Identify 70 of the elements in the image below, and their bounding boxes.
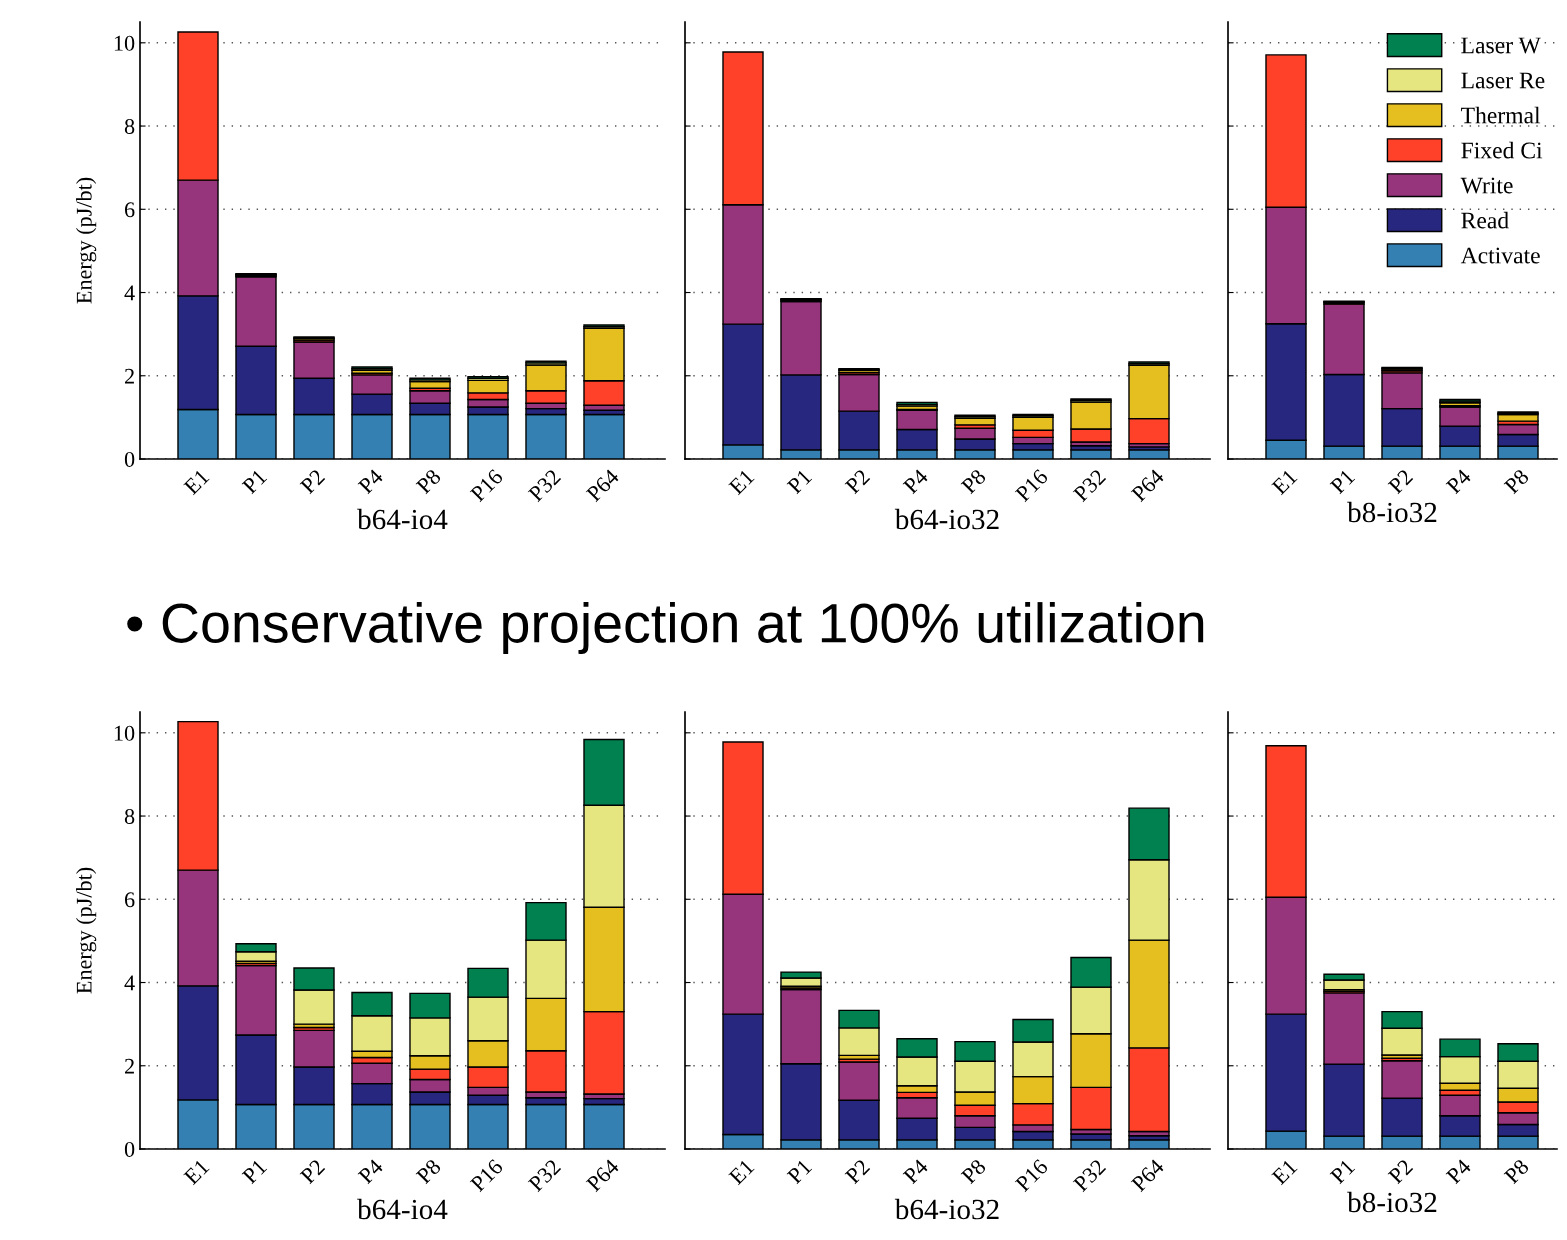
x-tick-label: E1 (1271, 1158, 1298, 1186)
legend-label: Read (1461, 211, 1509, 229)
x-tick-label: E1 (728, 1158, 755, 1186)
legend-label: Fixed Ci (1461, 141, 1543, 159)
x-tick-label: P16 (1014, 468, 1049, 503)
x-tick-label: P16 (469, 468, 504, 503)
x-axis-title: b8-io32 (1347, 501, 1437, 523)
x-tick-label: P4 (1445, 1158, 1472, 1185)
x-tick-label: P8 (415, 468, 442, 495)
x-tick-label: P8 (1503, 468, 1530, 495)
x-axis-title: b64-io32 (894, 508, 999, 530)
x-tick-label: P2 (844, 1158, 871, 1185)
x-tick-label: P32 (1072, 468, 1107, 503)
x-tick-label: P4 (902, 1158, 929, 1185)
x-tick-label: P64 (1130, 468, 1165, 503)
x-tick-label: P2 (844, 468, 871, 495)
x-tick-label: P16 (1014, 1158, 1049, 1193)
x-axis-title: b64-io32 (894, 1198, 999, 1220)
x-tick-label: P4 (357, 468, 384, 495)
x-tick-label: P8 (960, 1158, 987, 1185)
x-tick-label: P64 (1130, 1158, 1165, 1193)
x-axis-title: b64-io4 (357, 1198, 448, 1220)
y-tick-label: 6 (124, 202, 135, 218)
x-tick-label: E1 (183, 468, 210, 496)
x-tick-label: E1 (1271, 468, 1298, 496)
y-tick-label: 0 (124, 451, 135, 467)
x-tick-label: P8 (960, 468, 987, 495)
x-axis-title: b8-io32 (1347, 1191, 1437, 1213)
x-axis-title: b64-io4 (357, 508, 448, 530)
y-tick-label: 2 (125, 368, 134, 384)
y-tick-label: 6 (124, 892, 135, 908)
x-tick-label: P1 (786, 468, 813, 495)
legend-label: Thermal (1461, 106, 1541, 124)
legend-label: Laser W (1461, 37, 1541, 54)
x-tick-label: P2 (299, 1158, 326, 1185)
y-tick-label: 0 (124, 1141, 135, 1157)
x-tick-label: P4 (1445, 468, 1472, 495)
legend-label: Activate (1460, 247, 1540, 264)
x-tick-label: P64 (585, 1158, 620, 1193)
x-tick-label: P2 (1387, 468, 1414, 495)
x-tick-label: P1 (786, 1158, 813, 1185)
x-tick-label: P1 (241, 468, 268, 495)
x-tick-label: E1 (728, 468, 755, 496)
chart-title: • Conservative projection at 100% utilization (127, 602, 1204, 654)
x-tick-label: P4 (902, 468, 929, 495)
x-tick-label: P64 (585, 468, 620, 503)
x-tick-label: P1 (1329, 468, 1356, 495)
x-tick-label: P2 (1387, 1158, 1414, 1185)
y-tick-label: 4 (124, 285, 135, 301)
y-axis-title: Energy (pJ/bt) (76, 867, 97, 994)
x-tick-label: P1 (241, 1158, 268, 1185)
x-tick-label: P8 (415, 1158, 442, 1185)
y-tick-label: 10 (114, 725, 135, 741)
legend-label: Laser Re (1461, 72, 1545, 89)
y-tick-label: 2 (125, 1058, 134, 1074)
legend-label: Write (1460, 177, 1513, 194)
y-axis-title: Energy (pJ/bt) (76, 177, 97, 304)
y-tick-label: 8 (124, 118, 135, 134)
x-tick-label: P2 (299, 468, 326, 495)
x-tick-label: P32 (527, 1158, 562, 1193)
x-tick-label: E1 (183, 1158, 210, 1186)
x-tick-label: P32 (1072, 1158, 1107, 1193)
x-tick-label: P16 (469, 1158, 504, 1193)
x-tick-label: P1 (1329, 1158, 1356, 1185)
x-tick-label: P32 (527, 468, 562, 503)
x-tick-label: P4 (357, 1158, 384, 1185)
x-tick-label: P8 (1503, 1158, 1530, 1185)
y-tick-label: 4 (124, 975, 135, 991)
y-tick-label: 10 (114, 35, 135, 51)
y-tick-label: 8 (124, 808, 135, 824)
